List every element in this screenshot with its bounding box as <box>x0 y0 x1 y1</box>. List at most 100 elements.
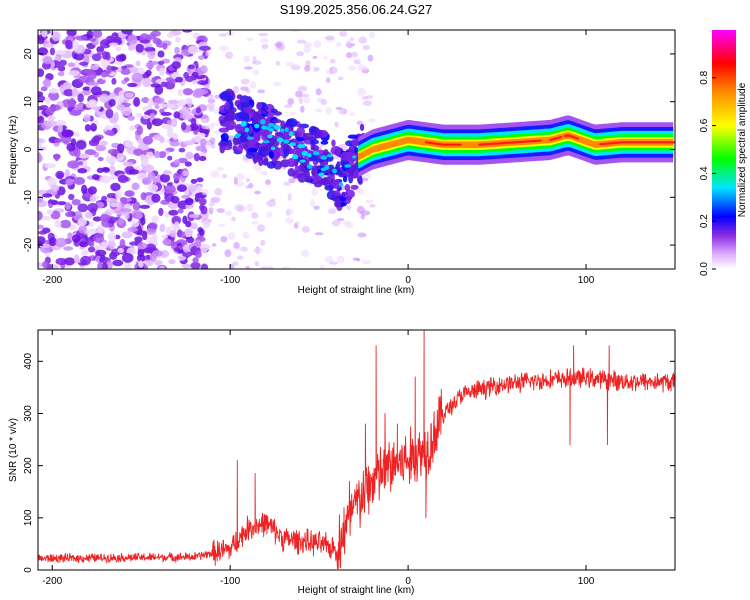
noise-blob <box>265 179 271 186</box>
noise-blob <box>162 238 172 246</box>
noise-blob <box>183 71 190 79</box>
signal-peak <box>276 137 284 143</box>
noise-blob <box>288 177 296 184</box>
noise-blob <box>164 184 176 194</box>
noise-blob <box>261 266 268 269</box>
noise-blob <box>38 137 44 144</box>
noise-blob <box>205 141 212 149</box>
noise-blob <box>176 184 187 192</box>
noise-blob <box>209 122 219 127</box>
noise-blob <box>67 232 73 239</box>
noise-blob <box>135 43 144 53</box>
noise-blob <box>67 160 80 169</box>
noise-blob <box>296 51 305 57</box>
noise-blob <box>240 86 249 91</box>
noise-blob <box>192 257 199 264</box>
noise-blob <box>63 88 75 97</box>
noise-blob <box>71 198 81 206</box>
noise-blob <box>77 217 88 227</box>
noise-blob <box>117 247 125 254</box>
noise-blob <box>170 196 180 204</box>
noise-blob <box>200 67 208 72</box>
figure-title: S199.2025.356.06.24.G27 <box>280 2 433 17</box>
noise-blob <box>140 217 146 226</box>
noise-blob <box>300 249 310 258</box>
noise-blob <box>169 229 177 238</box>
signal-blob <box>234 123 244 133</box>
noise-blob <box>147 171 156 180</box>
noise-blob <box>197 227 204 233</box>
noise-blob <box>291 64 300 69</box>
colorbar-tick-label: 0.6 <box>699 118 710 132</box>
noise-blob <box>47 115 56 121</box>
noise-blob <box>251 60 262 65</box>
noise-blob <box>115 189 123 200</box>
signal-blob <box>255 113 264 120</box>
noise-blob <box>57 124 63 133</box>
snr-xtick-label: 0 <box>405 576 411 587</box>
signal-blob <box>268 151 275 159</box>
noise-blob <box>95 249 107 257</box>
signal-peak <box>307 153 312 158</box>
signal-blob <box>261 131 269 142</box>
noise-blob <box>41 261 49 269</box>
noise-blob <box>195 145 207 152</box>
noise-blob <box>256 224 266 232</box>
colorbar: 0.0 0.2 0.4 0.6 0.8 Normalized spectral ampl… <box>699 30 748 276</box>
noise-blob <box>349 112 355 116</box>
noise-blob <box>138 260 144 268</box>
spectrogram-xtick-label: -200 <box>42 275 62 286</box>
noise-blob <box>71 87 79 97</box>
noise-blob <box>334 121 339 128</box>
signal-blob <box>346 151 354 160</box>
noise-blob <box>48 237 57 247</box>
noise-blob <box>175 36 182 43</box>
noise-blob <box>173 159 181 165</box>
noise-blob <box>77 153 90 159</box>
noise-blob <box>38 106 45 111</box>
noise-blob <box>107 232 117 242</box>
noise-blob <box>357 64 365 72</box>
noise-blob <box>200 118 208 123</box>
noise-blob <box>92 135 102 142</box>
noise-blob <box>145 61 155 69</box>
noise-blob <box>353 59 361 65</box>
noise-blob <box>83 113 91 122</box>
signal-blob <box>312 144 320 152</box>
noise-blob <box>283 181 291 186</box>
signal-blob <box>308 156 317 162</box>
noise-blob <box>133 97 141 107</box>
colorbar-tick-label: 0.2 <box>699 214 710 228</box>
noise-blob <box>66 142 76 152</box>
noise-blob <box>178 147 186 153</box>
noise-blob <box>107 148 120 155</box>
noise-blob <box>253 190 261 195</box>
signal-blob <box>351 138 361 147</box>
noise-blob <box>147 184 159 192</box>
noise-blob <box>75 139 87 150</box>
noise-blob <box>157 60 165 65</box>
signal-blob <box>331 139 336 147</box>
signal-blob <box>236 94 243 100</box>
noise-blob <box>51 31 61 42</box>
noise-blob <box>89 240 95 247</box>
noise-blob <box>315 108 323 113</box>
noise-blob <box>328 208 337 215</box>
noise-blob <box>167 99 179 105</box>
signal-blob <box>287 167 296 177</box>
signal-peak <box>246 136 254 140</box>
noise-blob <box>320 99 328 106</box>
noise-blob <box>120 68 131 75</box>
noise-blob <box>252 69 260 76</box>
noise-blob <box>113 36 122 43</box>
noise-blob <box>198 55 205 60</box>
noise-blob <box>133 148 144 156</box>
noise-blob <box>335 42 342 48</box>
noise-blob <box>251 211 259 219</box>
noise-blob <box>167 103 176 109</box>
noise-blob <box>220 235 228 243</box>
noise-blob <box>145 151 154 159</box>
noise-blob <box>41 215 52 221</box>
noise-blob <box>154 260 163 266</box>
noise-blob <box>240 247 246 251</box>
